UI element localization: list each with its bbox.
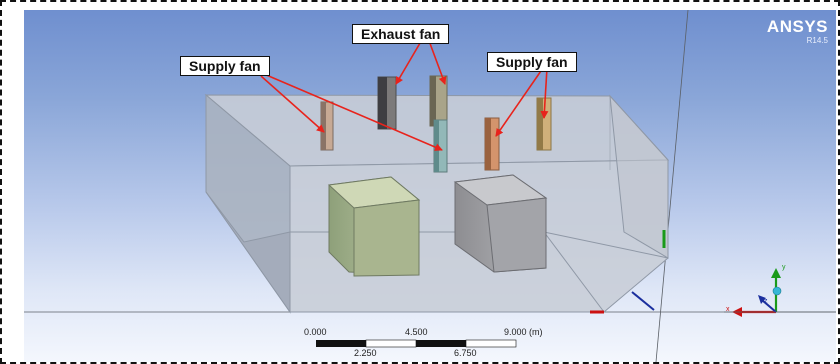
arrow-exhaust-2 <box>427 37 447 85</box>
triad-z-label: z <box>764 298 768 305</box>
supply-fan-2 <box>433 119 448 173</box>
scale-label-9000: 9.000 (m) <box>504 327 543 337</box>
arrow-supply-right-2 <box>540 67 549 119</box>
ansys-logo: ANSYS R14.5 <box>766 17 828 46</box>
arrow-supply-left-1 <box>260 75 325 133</box>
viewport-scene <box>24 10 836 362</box>
arrow-supply-right-1 <box>495 67 544 137</box>
supply-fan-label-right: Supply fan <box>487 52 577 72</box>
brand-name: ANSYS <box>766 17 828 36</box>
axis-triad <box>724 268 836 317</box>
exhaust-fan-1 <box>377 76 397 130</box>
arrow-exhaust-1 <box>395 37 424 85</box>
arrow-supply-left-2 <box>263 73 443 151</box>
triad-y-label: y <box>782 264 786 271</box>
scale-bar <box>316 339 517 348</box>
scale-label-4500: 4.500 <box>405 327 428 337</box>
3d-viewport[interactable]: Exhaust fan Supply fan Supply fan ANSYS … <box>24 10 836 362</box>
vertical-axis-line <box>655 10 689 362</box>
annotation-arrows <box>260 37 549 151</box>
interior-box-left <box>327 176 421 277</box>
origin-z-marker <box>631 291 655 311</box>
scale-label-2250: 2.250 <box>354 348 377 358</box>
supply-fan-1 <box>320 101 334 151</box>
interior-box-right <box>453 174 548 273</box>
supply-fan-3 <box>484 117 500 171</box>
triad-x-label: x <box>726 306 730 313</box>
brand-version: R14.5 <box>806 36 828 45</box>
scale-label-6750: 6.750 <box>454 348 477 358</box>
exhaust-fan-label: Exhaust fan <box>352 24 450 44</box>
scale-label-0: 0.000 <box>304 327 327 337</box>
supply-fan-label-left: Supply fan <box>180 56 270 76</box>
